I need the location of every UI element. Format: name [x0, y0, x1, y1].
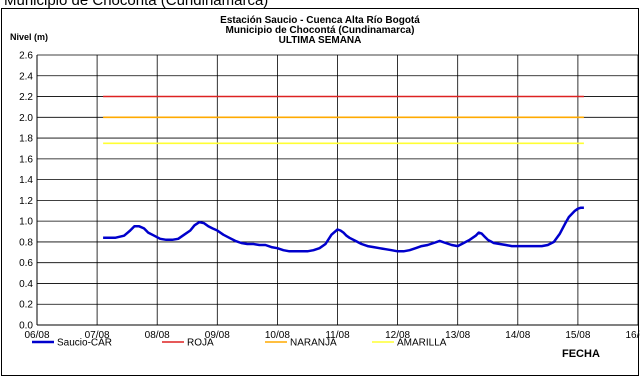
y-tick-label: 0.8 [19, 237, 33, 248]
x-tick-label: 13/08 [445, 330, 470, 341]
x-tick-label: 08/08 [145, 330, 170, 341]
page-caption: Municipio de Chocontá (Cundinamarca) [4, 0, 269, 9]
legend-label: ROJA [187, 338, 214, 349]
x-axis-label: FECHA [562, 348, 600, 360]
y-tick-label: 2.4 [19, 71, 33, 82]
chart-title-line: Municipio de Chocontá (Cundinamarca) [226, 25, 415, 36]
legend-label: NARANJA [290, 338, 337, 349]
y-tick-label: 0.6 [19, 258, 33, 269]
x-tick-label: 11/08 [325, 330, 350, 341]
legend-label: Saucio-CAR [57, 338, 112, 349]
y-tick-label: 1.2 [19, 196, 33, 207]
y-tick-label: 1.8 [19, 134, 33, 145]
axes: Nivel (m) 0.0 0.2 0.4 0.6 0.8 1.0 1.2 1.4 1.6 1.8 2… [10, 32, 640, 360]
x-tick-label: 12/08 [385, 330, 410, 341]
chart-title-line: Estación Saucio - Cuenca Alta Río Bogotá [220, 15, 420, 26]
y-tick-label: 2.6 [19, 51, 33, 62]
y-tick-label: 0.4 [19, 279, 33, 290]
y-tick-label: 1.0 [19, 217, 33, 228]
chart-title-line: ULTIMA SEMANA [279, 35, 362, 46]
y-axis-label: Nivel (m) [10, 32, 48, 42]
x-tick-label: 14/08 [505, 330, 530, 341]
y-tick-label: 0.2 [19, 300, 33, 311]
y-tick-label: 2.2 [19, 92, 33, 103]
x-tick-label: 10/08 [265, 330, 290, 341]
x-tick-label: 07/08 [85, 330, 110, 341]
y-tick-label: 2.0 [19, 113, 33, 124]
x-tick-label: 16/08 [625, 330, 640, 341]
y-tick-label: 1.4 [19, 175, 33, 186]
legend: Saucio-CAR ROJA NARANJA AMARILLA [32, 338, 447, 349]
chart-title: Estación Saucio - Cuenca Alta Río Bogotá… [220, 15, 420, 46]
x-tick-label: 15/08 [565, 330, 590, 341]
y-tick-label: 1.6 [19, 154, 33, 165]
series-line-saucio-car [103, 206, 584, 253]
series-layer [103, 95, 584, 253]
x-tick-label: 06/08 [24, 330, 49, 341]
grid-lines [36, 54, 639, 326]
x-tick-label: 09/08 [205, 330, 230, 341]
y-tick-label: 0.0 [19, 321, 33, 332]
legend-label: AMARILLA [397, 338, 447, 349]
level-chart: Estación Saucio - Cuenca Alta Río Bogotá… [10, 15, 640, 360]
chart-frame: Estación Saucio - Cuenca Alta Río Bogotá… [1, 8, 640, 376]
